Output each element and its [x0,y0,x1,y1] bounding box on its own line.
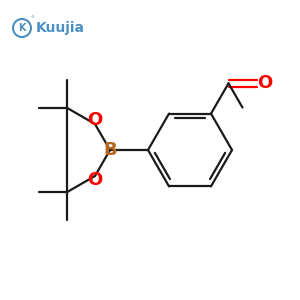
Text: K: K [18,23,26,33]
Text: °: ° [30,16,34,22]
Text: Kuujia: Kuujia [36,21,85,35]
Text: O: O [257,74,272,92]
Text: O: O [87,111,103,129]
Text: O: O [87,171,103,189]
Text: B: B [103,141,117,159]
